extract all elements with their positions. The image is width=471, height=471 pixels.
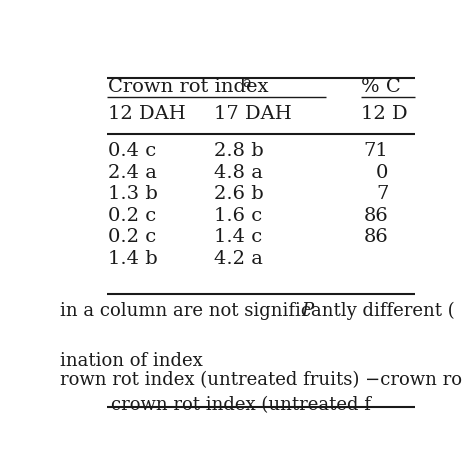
Text: 0.2 c: 0.2 c bbox=[108, 228, 157, 246]
Text: rown rot index (untreated fruits) −crown ro: rown rot index (untreated fruits) −crown… bbox=[60, 371, 463, 389]
Text: 2.6 b: 2.6 b bbox=[214, 186, 264, 203]
Text: 7: 7 bbox=[376, 186, 388, 203]
Text: ination of index: ination of index bbox=[60, 352, 203, 370]
Text: a: a bbox=[243, 76, 252, 89]
Text: 12 D: 12 D bbox=[361, 106, 408, 123]
Text: % C: % C bbox=[361, 78, 401, 97]
Text: 71: 71 bbox=[364, 142, 388, 160]
Text: 86: 86 bbox=[364, 207, 388, 225]
Text: Crown rot index: Crown rot index bbox=[108, 78, 269, 97]
Text: 1.6 c: 1.6 c bbox=[214, 207, 262, 225]
Text: 1.4 c: 1.4 c bbox=[214, 228, 262, 246]
Text: 1.4 b: 1.4 b bbox=[108, 250, 158, 268]
Text: 4.8 a: 4.8 a bbox=[214, 164, 263, 182]
Text: P: P bbox=[301, 301, 314, 320]
Text: 2.8 b: 2.8 b bbox=[214, 142, 264, 160]
Text: 86: 86 bbox=[364, 228, 388, 246]
Text: in a column are not significantly different (: in a column are not significantly differ… bbox=[60, 301, 455, 320]
Text: 0.2 c: 0.2 c bbox=[108, 207, 157, 225]
Text: 12 DAH: 12 DAH bbox=[108, 106, 186, 123]
Text: 0.4 c: 0.4 c bbox=[108, 142, 157, 160]
Text: 4.2 a: 4.2 a bbox=[214, 250, 263, 268]
Text: 0: 0 bbox=[376, 164, 388, 182]
Text: 2.4 a: 2.4 a bbox=[108, 164, 157, 182]
Text: crown rot index (untreated f: crown rot index (untreated f bbox=[111, 396, 371, 414]
Text: 17 DAH: 17 DAH bbox=[214, 106, 292, 123]
Text: 1.3 b: 1.3 b bbox=[108, 186, 158, 203]
